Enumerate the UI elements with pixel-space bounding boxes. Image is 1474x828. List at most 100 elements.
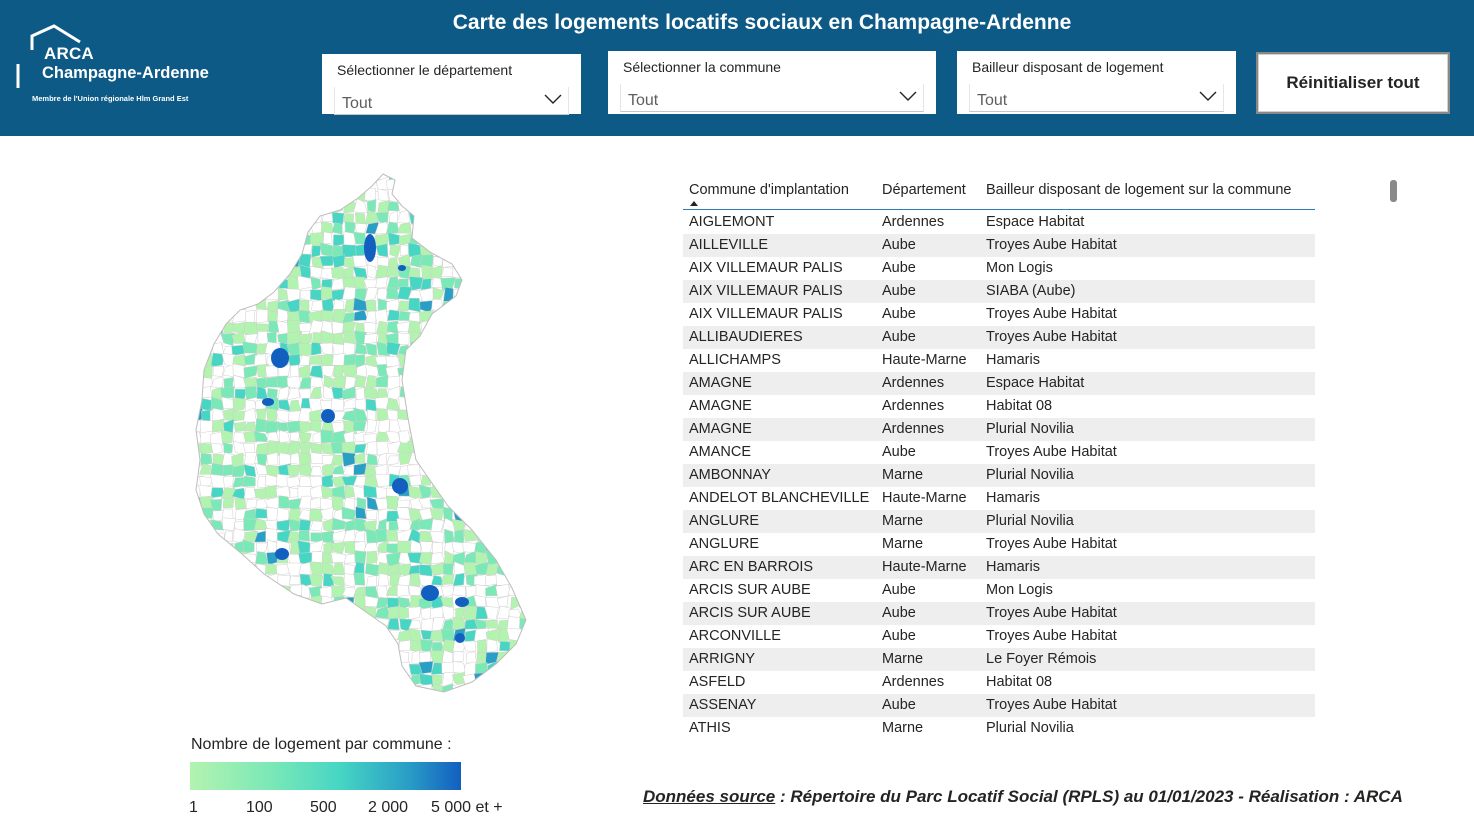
commune-polygon[interactable] — [200, 253, 212, 269]
commune-polygon[interactable] — [429, 530, 445, 544]
commune-polygon[interactable] — [408, 606, 422, 621]
commune-polygon[interactable] — [213, 642, 225, 653]
commune-polygon[interactable] — [330, 663, 346, 673]
commune-polygon[interactable] — [297, 188, 313, 202]
commune-polygon[interactable] — [300, 642, 313, 653]
commune-polygon[interactable] — [396, 518, 413, 532]
commune-polygon[interactable] — [286, 188, 301, 203]
commune-polygon[interactable] — [353, 462, 367, 476]
commune-polygon[interactable] — [496, 179, 511, 191]
commune-polygon[interactable] — [210, 682, 223, 698]
commune-polygon[interactable] — [321, 365, 335, 378]
commune-polygon[interactable] — [520, 432, 530, 444]
commune-polygon[interactable] — [231, 168, 247, 181]
commune-polygon[interactable] — [497, 430, 511, 444]
commune-polygon[interactable] — [277, 256, 291, 269]
commune-polygon[interactable] — [451, 243, 466, 258]
commune-polygon[interactable] — [410, 188, 423, 203]
commune-polygon[interactable] — [453, 309, 466, 324]
commune-polygon[interactable] — [286, 319, 303, 334]
commune-polygon[interactable] — [485, 387, 499, 401]
commune-polygon[interactable] — [440, 352, 457, 367]
commune-polygon[interactable] — [301, 617, 310, 632]
commune-polygon[interactable] — [462, 683, 477, 697]
commune-polygon[interactable] — [332, 464, 345, 475]
commune-polygon[interactable] — [441, 342, 456, 354]
commune-polygon[interactable] — [277, 180, 289, 192]
commune-polygon[interactable] — [485, 453, 500, 467]
commune-polygon[interactable] — [332, 607, 343, 622]
commune-polygon[interactable] — [486, 234, 500, 245]
commune-polygon[interactable] — [352, 671, 368, 686]
commune-polygon[interactable] — [407, 320, 422, 334]
commune-polygon[interactable] — [212, 187, 225, 202]
commune-polygon[interactable] — [276, 519, 291, 532]
commune-polygon[interactable] — [463, 331, 478, 346]
commune-polygon[interactable] — [190, 695, 200, 699]
commune-polygon[interactable] — [454, 343, 468, 356]
commune-polygon[interactable] — [199, 675, 215, 686]
commune-polygon[interactable] — [209, 300, 226, 312]
commune-polygon[interactable] — [487, 187, 501, 203]
commune-polygon[interactable] — [276, 168, 291, 179]
commune-polygon[interactable] — [211, 180, 224, 191]
commune-polygon[interactable] — [440, 187, 454, 201]
commune-polygon[interactable] — [420, 278, 432, 291]
commune-polygon[interactable] — [209, 309, 226, 325]
commune-polygon[interactable] — [520, 224, 530, 236]
commune-polygon[interactable] — [463, 529, 477, 542]
commune-polygon[interactable] — [452, 420, 466, 434]
commune-polygon[interactable] — [364, 628, 379, 642]
commune-polygon[interactable] — [209, 231, 225, 246]
commune-polygon[interactable] — [201, 542, 214, 553]
commune-polygon[interactable] — [520, 518, 530, 533]
commune-polygon[interactable] — [452, 254, 466, 267]
commune-polygon[interactable] — [264, 473, 279, 488]
commune-polygon[interactable] — [301, 583, 310, 599]
commune-polygon[interactable] — [463, 419, 476, 435]
commune-polygon[interactable] — [366, 198, 377, 213]
commune-polygon[interactable] — [484, 619, 498, 629]
commune-polygon[interactable] — [287, 683, 301, 698]
commune-polygon[interactable] — [429, 376, 443, 390]
commune-polygon[interactable] — [386, 671, 400, 686]
commune-polygon[interactable] — [278, 399, 292, 412]
commune-polygon[interactable] — [320, 310, 334, 322]
commune-polygon[interactable] — [377, 696, 389, 698]
commune-polygon[interactable] — [265, 221, 279, 236]
commune-polygon[interactable] — [354, 550, 367, 566]
commune-polygon[interactable] — [475, 320, 488, 336]
commune-polygon[interactable] — [409, 168, 422, 180]
commune-polygon[interactable] — [495, 321, 511, 335]
commune-polygon[interactable] — [484, 430, 499, 445]
table-row[interactable]: ASSENAY Aube Troyes Aube Habitat — [683, 694, 1315, 717]
commune-polygon[interactable] — [277, 246, 288, 258]
commune-polygon[interactable] — [464, 476, 478, 489]
commune-polygon[interactable] — [388, 168, 402, 182]
table-row[interactable]: AMAGNE Ardennes Plurial Novilia — [683, 418, 1315, 441]
commune-polygon[interactable] — [224, 201, 236, 214]
commune-polygon[interactable] — [202, 573, 213, 585]
commune-polygon[interactable] — [354, 342, 368, 355]
table-row[interactable]: AMAGNE Ardennes Habitat 08 — [683, 395, 1315, 418]
commune-polygon[interactable] — [475, 662, 488, 675]
commune-polygon[interactable] — [201, 309, 214, 324]
commune-polygon[interactable] — [353, 309, 368, 321]
commune-polygon[interactable] — [356, 496, 367, 511]
commune-polygon[interactable] — [452, 572, 465, 587]
commune-polygon[interactable] — [486, 168, 499, 179]
commune-polygon[interactable] — [366, 550, 378, 565]
commune-polygon[interactable] — [212, 618, 224, 632]
commune-polygon[interactable] — [377, 651, 388, 664]
commune-polygon[interactable] — [374, 638, 390, 654]
commune-polygon[interactable] — [519, 169, 530, 182]
commune-polygon[interactable] — [299, 573, 313, 588]
commune-polygon[interactable] — [320, 429, 333, 444]
commune-polygon[interactable] — [298, 364, 311, 379]
commune-polygon[interactable] — [519, 408, 530, 423]
commune-polygon[interactable] — [485, 462, 500, 479]
commune-polygon[interactable] — [332, 178, 346, 193]
commune-polygon[interactable] — [398, 465, 411, 477]
commune-polygon[interactable] — [496, 222, 511, 236]
commune-polygon[interactable] — [364, 170, 380, 181]
